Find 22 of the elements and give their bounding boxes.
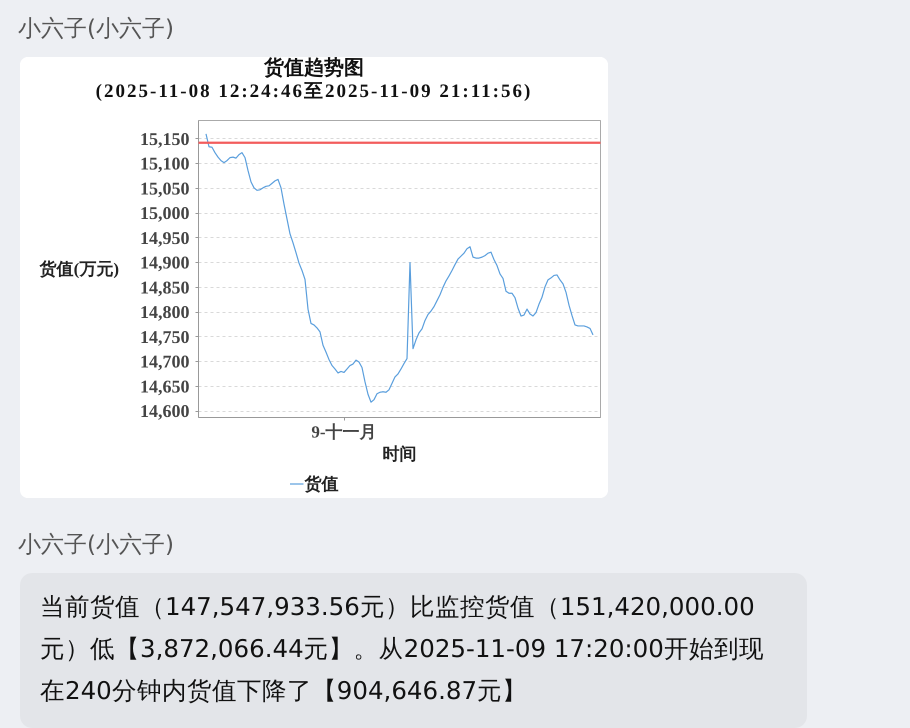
y-axis-title: 货值(万元)	[38, 260, 120, 278]
y-tick-label: 15,100	[140, 154, 190, 174]
text: 小六子(小六子)	[18, 531, 174, 559]
y-tick-label: 14,600	[140, 401, 190, 422]
y-tick-label: 14,700	[140, 352, 190, 372]
chart-title: 货值趋势图	[262, 57, 365, 79]
line-series	[205, 133, 594, 403]
y-tick-label: 15,000	[140, 203, 190, 224]
y-tick-label: 14,750	[140, 326, 190, 347]
text: 当前货值（147,547,933.56元）比监控货值（151,420,000.00元）低【3,872,066.44元】。从2025-11-09 17:20:00开始到现在240分钟内货值下降了【904,646.87元】	[40, 591, 765, 707]
text: 小六子(小六子)	[18, 15, 174, 43]
y-tick-label: 14,850	[140, 277, 190, 298]
y-tick-label: 14,900	[140, 252, 190, 273]
legend-label: 货值	[304, 473, 338, 495]
x-tick-label: 9-十一月	[311, 422, 377, 442]
y-tick-label: 14,950	[140, 228, 190, 248]
y-tick-label: 14,800	[140, 302, 190, 322]
y-tick-label: 15,050	[140, 178, 190, 198]
x-axis-title: 时间	[382, 444, 416, 464]
y-tick-label: 15,150	[140, 128, 190, 149]
chart-subtitle: (2025-11-08 12:24:46至2025-11-09 21:11:56)	[96, 80, 532, 104]
y-tick-label: 14,650	[140, 376, 190, 396]
